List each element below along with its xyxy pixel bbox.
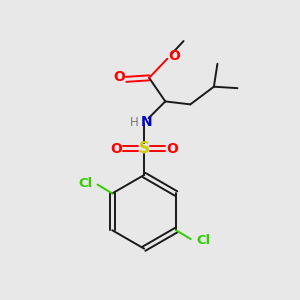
Text: Cl: Cl xyxy=(196,234,210,247)
Text: H: H xyxy=(130,116,139,128)
Text: O: O xyxy=(113,70,125,84)
Text: O: O xyxy=(168,50,180,63)
Text: S: S xyxy=(139,141,150,156)
Text: Cl: Cl xyxy=(78,177,92,190)
Text: N: N xyxy=(140,115,152,129)
Text: O: O xyxy=(110,142,122,155)
Text: O: O xyxy=(166,142,178,155)
